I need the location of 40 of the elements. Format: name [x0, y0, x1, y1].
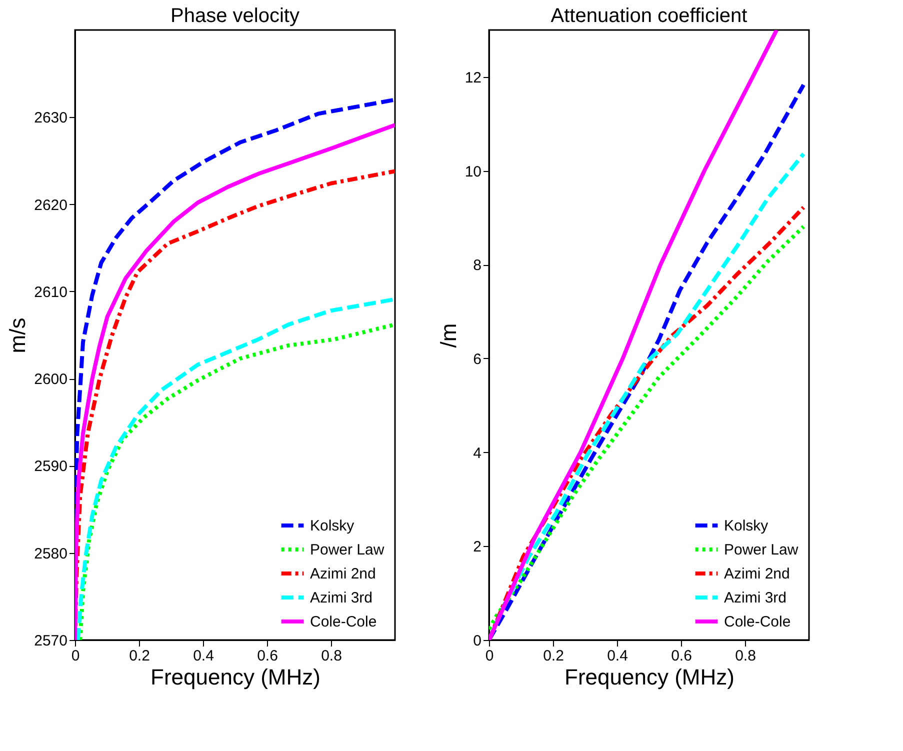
y-tick-label: 10	[464, 163, 482, 180]
y-tick-label: 2610	[34, 284, 68, 301]
x-tick-label: 0.8	[321, 648, 342, 664]
legend-label: Kolsky	[310, 518, 355, 534]
y-tick-label: 12	[464, 69, 482, 86]
legend-label: Cole-Cole	[724, 614, 791, 630]
x-tick-label: 0.8	[735, 648, 756, 664]
x-tick-label: 0	[485, 648, 494, 664]
x-tick-label: 0.4	[193, 648, 214, 664]
x-tick-label: 0.2	[543, 648, 564, 664]
legend-label: Azimi 2nd	[310, 566, 376, 582]
y-tick-label: 8	[473, 257, 482, 274]
y-tick-label: 2600	[34, 371, 68, 388]
x-tick-label: 0.6	[257, 648, 278, 664]
x-tick-label: 0.2	[129, 648, 150, 664]
x-axis-title: Frequency (MHz)	[564, 664, 734, 690]
legend-label: Kolsky	[724, 518, 769, 534]
chart-title: Attenuation coefficient	[550, 5, 748, 27]
y-tick-label: 0	[473, 632, 482, 650]
y-axis-title: m/s	[5, 318, 30, 354]
y-tick-label: 2580	[34, 545, 68, 562]
y-tick-label: 2	[473, 538, 482, 556]
x-tick-label: 0.6	[671, 648, 692, 664]
legend-label: Power Law	[310, 542, 384, 558]
y-axis-title: /m	[436, 323, 461, 348]
x-axis-title: Frequency (MHz)	[150, 664, 320, 690]
chart-title: Phase velocity	[170, 5, 300, 27]
y-tick-label: 2570	[34, 632, 68, 650]
x-tick-label: 0.4	[607, 648, 628, 664]
y-tick-label: 2620	[34, 196, 68, 214]
y-tick-label: 2590	[34, 458, 68, 476]
y-tick-label: 4	[473, 444, 482, 462]
legend-label: Power Law	[724, 542, 798, 558]
legend-label: Azimi 2nd	[724, 566, 790, 582]
y-tick-label: 6	[473, 350, 482, 368]
legend-label: Azimi 3rd	[310, 590, 373, 606]
y-tick-label: 2630	[34, 110, 68, 127]
legend-label: Azimi 3rd	[724, 590, 787, 606]
legend-label: Cole-Cole	[310, 614, 377, 630]
x-tick-label: 0	[71, 648, 80, 664]
